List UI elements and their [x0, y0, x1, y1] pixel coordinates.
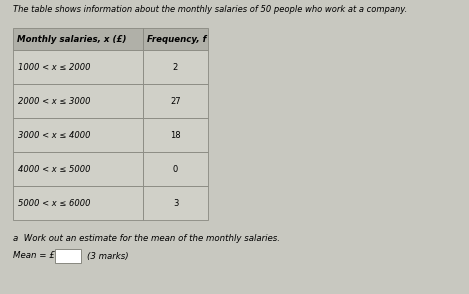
Bar: [143, 28, 208, 50]
Bar: [143, 84, 208, 118]
Text: a  Work out an estimate for the mean of the monthly salaries.: a Work out an estimate for the mean of t…: [13, 234, 280, 243]
Bar: [13, 152, 143, 186]
Text: The table shows information about the monthly salaries of 50 people who work at : The table shows information about the mo…: [13, 5, 407, 14]
Text: 4000 < x ≤ 5000: 4000 < x ≤ 5000: [18, 165, 91, 173]
Text: 18: 18: [170, 131, 181, 139]
Text: 0: 0: [173, 165, 178, 173]
Bar: [13, 28, 143, 50]
Text: 5000 < x ≤ 6000: 5000 < x ≤ 6000: [18, 198, 91, 208]
Text: (3 marks): (3 marks): [87, 251, 129, 260]
Text: Monthly salaries, x (£): Monthly salaries, x (£): [17, 34, 127, 44]
Bar: [143, 50, 208, 84]
Bar: [143, 186, 208, 220]
Bar: [143, 118, 208, 152]
Text: Frequency, f: Frequency, f: [147, 34, 206, 44]
Text: 2: 2: [173, 63, 178, 71]
Bar: [13, 118, 143, 152]
Text: 1000 < x ≤ 2000: 1000 < x ≤ 2000: [18, 63, 91, 71]
Text: 2000 < x ≤ 3000: 2000 < x ≤ 3000: [18, 96, 91, 106]
Text: 3: 3: [173, 198, 178, 208]
Bar: [13, 50, 143, 84]
Text: 3000 < x ≤ 4000: 3000 < x ≤ 4000: [18, 131, 91, 139]
Bar: [143, 152, 208, 186]
Text: 27: 27: [170, 96, 181, 106]
Bar: [55, 249, 81, 263]
Bar: [13, 186, 143, 220]
Text: Mean = £: Mean = £: [13, 251, 55, 260]
Bar: [13, 84, 143, 118]
